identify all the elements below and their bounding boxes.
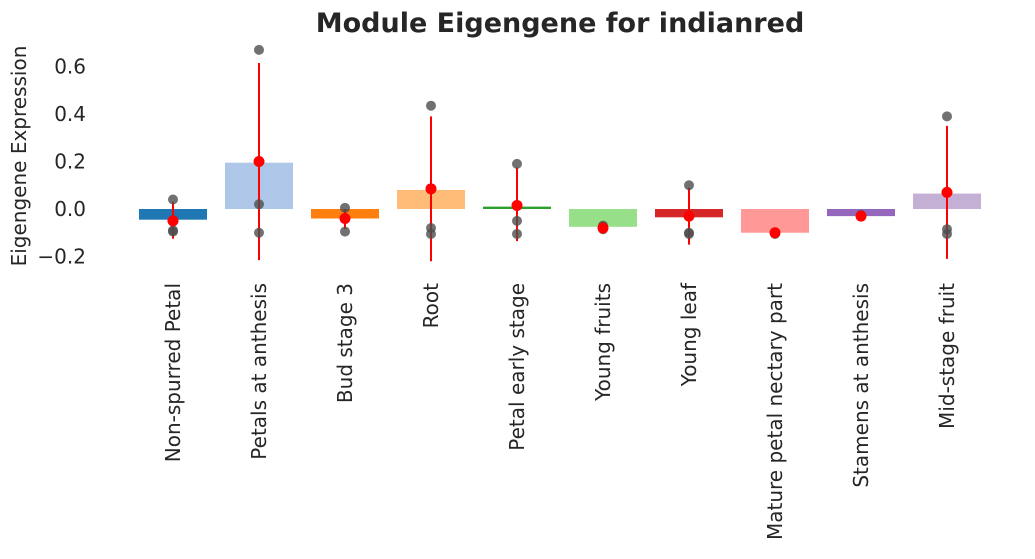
bar <box>741 209 809 233</box>
sample-point <box>340 202 350 213</box>
mean-point <box>167 215 179 227</box>
x-tick-label: Non-spurred Petal <box>161 283 185 462</box>
sample-point <box>168 194 178 205</box>
x-tick-label: Stamens at anthesis <box>849 283 873 488</box>
x-tick-label: Young fruits <box>591 283 615 402</box>
sample-point <box>254 199 264 210</box>
y-tick-label: −0.2 <box>37 245 86 269</box>
sample-point <box>254 44 264 55</box>
x-axis-ticks: Non-spurred Petal Petals at anthesis Bud s… <box>161 282 959 540</box>
bars <box>139 162 981 233</box>
x-tick-label: Petals at anthesis <box>247 283 271 460</box>
mean-point <box>339 213 351 224</box>
x-tick-label: Petal early stage <box>505 283 529 451</box>
y-tick-label: 0.4 <box>54 102 86 126</box>
x-tick-label: Mature petal nectary part <box>763 283 787 540</box>
y-tick-label: 0.6 <box>54 55 86 79</box>
sample-point <box>512 158 522 169</box>
y-tick-label: 0.0 <box>54 197 86 221</box>
sample-point <box>684 228 694 239</box>
bar <box>569 209 637 227</box>
mean-point <box>855 210 867 222</box>
sample-point <box>168 226 178 237</box>
mean-point <box>511 199 523 211</box>
y-tick-label: 0.2 <box>54 150 86 174</box>
mean-points <box>167 156 953 239</box>
mean-point <box>683 210 695 222</box>
sample-point <box>512 215 522 226</box>
sample-point <box>942 228 952 239</box>
chart-title: Module Eigengene for indianred <box>316 8 805 39</box>
sample-point <box>340 226 350 237</box>
x-tick-label: Bud stage 3 <box>333 283 357 403</box>
sample-point <box>426 228 436 239</box>
sample-point <box>512 228 522 239</box>
error-bars <box>172 62 948 262</box>
sample-point <box>254 227 264 238</box>
mean-point <box>425 183 437 195</box>
y-axis-label: Eigengene Expression <box>7 46 31 267</box>
mean-point <box>253 156 265 167</box>
sample-point <box>684 180 694 191</box>
mean-point <box>597 222 609 234</box>
sample-point <box>942 111 952 122</box>
x-tick-label: Mid-stage fruit <box>935 283 959 429</box>
x-tick-label: Root <box>419 283 443 328</box>
mean-point <box>769 227 781 239</box>
x-tick-label: Young leaf <box>677 282 701 387</box>
mean-point <box>941 186 953 198</box>
y-axis-ticks: −0.2 0.0 0.2 0.4 0.6 <box>37 55 86 269</box>
sample-point <box>426 100 436 111</box>
